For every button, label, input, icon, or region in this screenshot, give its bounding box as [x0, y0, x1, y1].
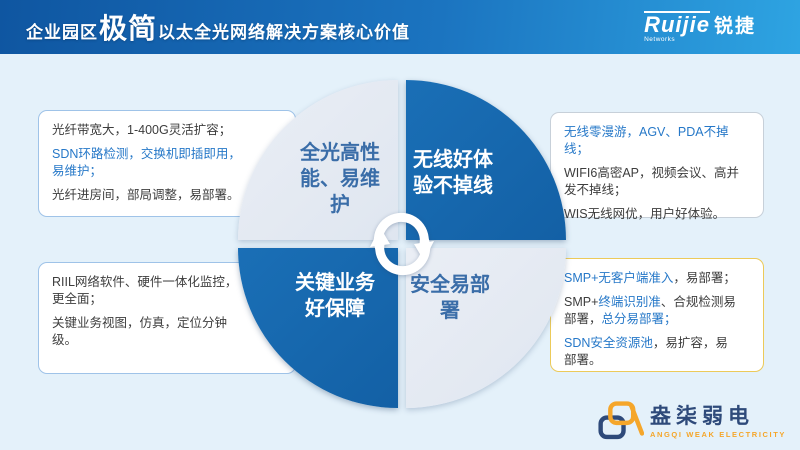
angqi-logo-text: 盎柒弱电 ANGQI WEAK ELECTRICITY	[650, 405, 786, 439]
box-line: RIIL网络软件、硬件一体化监控， 更全面；	[52, 274, 282, 308]
quadrant-optical-label: 全光高性能、易维护	[300, 142, 380, 216]
box-line-segment: SDN安全资源池	[564, 336, 653, 350]
angqi-logo-cn: 盎柒弱电	[649, 404, 754, 428]
box-line-segment: 总分易部署；	[601, 312, 677, 326]
box-line: SDN环路检测，交换机即插即用， 易维护；	[52, 146, 282, 180]
info-box-security: SMP+无客户端准入，易部署； SMP+终端识别准、合规检测易 部署，总分易部署；…	[550, 258, 764, 372]
header-bar: 企业园区 极简 以太全光网络解决方案核心价值 Ruijie Networks 锐…	[0, 0, 800, 54]
angqi-logo-en: ANGQI WEAK ELECTRICITY	[649, 430, 786, 440]
box-line: WIS无线网优，用户好体验。	[564, 206, 750, 223]
page-title: 企业园区 极简 以太全光网络解决方案核心价值	[26, 7, 410, 47]
box-line-segment: ，易部署；	[673, 271, 736, 285]
info-box-wireless: 无线零漫游，AGV、PDA不掉线； WIFI6高密AP，视频会议、高并 发不掉线；…	[550, 112, 764, 221]
angqi-logo-icon	[598, 401, 644, 440]
title-prefix: 企业园区	[26, 23, 98, 42]
ruijie-logo-left: Ruijie Networks	[644, 10, 710, 44]
title-suffix: 以太全光网络解决方案核心价值	[158, 23, 411, 42]
quadrant-diagram: 全光高性能、易维护 无线好体验不掉线 关键业务好保障 安全易部署	[238, 80, 566, 408]
info-box-optical: 光纤带宽大，1-400G灵活扩容； SDN环路检测，交换机即插即用， 易维护； 光纤…	[38, 110, 296, 217]
title-emphasis: 极简	[99, 13, 158, 44]
ruijie-logo-cn: 锐捷	[713, 16, 756, 38]
ruijie-logo: Ruijie Networks 锐捷	[644, 10, 756, 44]
box-line: SMP+无客户端准入，易部署；	[564, 270, 750, 287]
box-line-segment: 无线零漫游，AGV、PDA不掉线；	[564, 125, 729, 156]
box-line: SDN安全资源池，易扩容，易 部署。	[564, 335, 750, 369]
box-line: 光纤带宽大，1-400G灵活扩容；	[52, 122, 282, 139]
box-line: 光纤进房间，部局调整，易部署。	[52, 187, 282, 204]
cycle-arrows-icon	[370, 212, 434, 276]
box-line-segment: SMP+	[564, 295, 599, 309]
box-line-segment: 关键业务视图，仿真，定位分钟 级。	[52, 316, 228, 347]
box-line: WIFI6高密AP，视频会议、高并 发不掉线；	[564, 165, 750, 199]
box-line: SMP+终端识别准、合规检测易 部署，总分易部署；	[564, 294, 750, 328]
quadrant-security-label: 安全易部署	[410, 274, 490, 322]
box-line-segment: 光纤进房间，部局调整，易部署。	[52, 188, 240, 202]
box-line-segment: 光纤带宽大，1-400G灵活扩容；	[52, 123, 232, 137]
quadrant-wireless-label: 无线好体验不掉线	[413, 149, 493, 197]
box-line-segment: RIIL网络软件、硬件一体化监控， 更全面；	[52, 275, 238, 306]
box-line: 无线零漫游，AGV、PDA不掉线；	[564, 124, 750, 158]
ruijie-logo-text: Ruijie	[644, 10, 710, 37]
box-line-segment: ，易扩容，易 部署。	[564, 336, 728, 367]
box-line-segment: WIFI6高密AP，视频会议、高并 发不掉线；	[564, 166, 740, 197]
ruijie-logo-subtext: Networks	[644, 35, 676, 43]
box-line-segment: 终端识别准	[598, 295, 661, 309]
box-line-segment: SDN环路检测，交换机即插即用， 易维护；	[52, 147, 241, 178]
box-line-segment: SMP+无客户端准入	[564, 271, 674, 285]
angqi-logo: 盎柒弱电 ANGQI WEAK ELECTRICITY	[596, 400, 786, 444]
quadrant-business-label: 关键业务好保障	[295, 272, 375, 320]
box-line-segment: 、合规检测易 部署，	[564, 295, 736, 326]
box-line: 关键业务视图，仿真，定位分钟 级。	[52, 315, 282, 349]
box-line-segment: WIS无线网优，用户好体验。	[564, 207, 726, 221]
